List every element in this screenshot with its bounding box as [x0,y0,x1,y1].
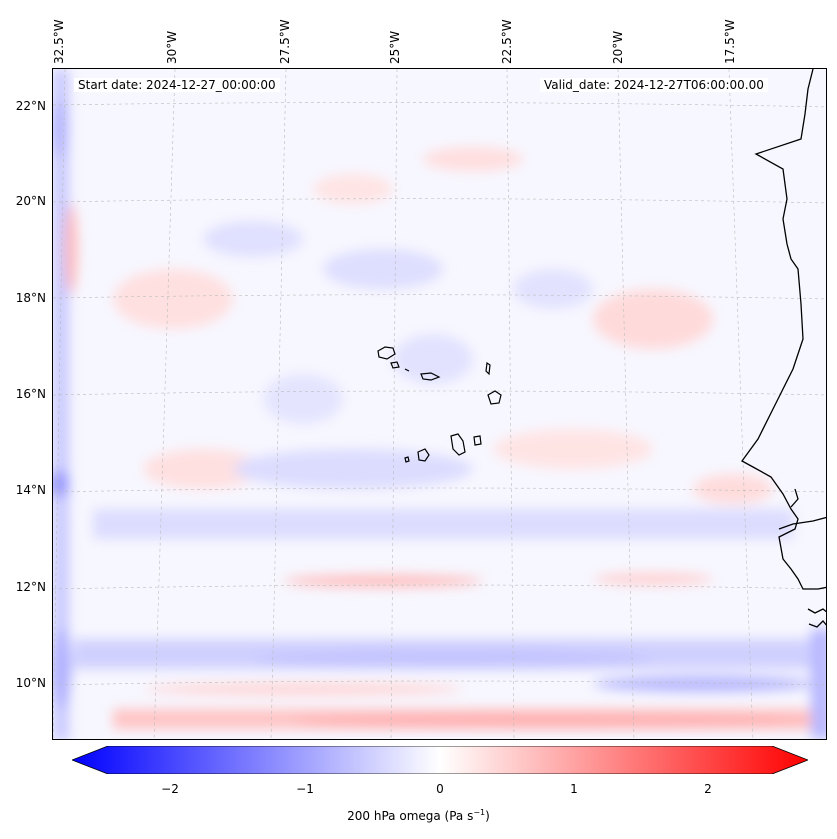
colorbar-gradient [70,745,810,778]
map-panel[interactable] [52,68,827,740]
lat-label: 14°N [15,483,46,497]
lat-label: 22°N [15,99,46,113]
lon-label: 17.5°W [723,19,737,64]
colorbar-tick-label: 0 [436,782,444,796]
lat-label: 10°N [15,676,46,690]
gridlines [53,69,826,739]
colorbar-tick-label: 2 [704,782,712,796]
lat-label: 18°N [15,291,46,305]
lat-label: 20°N [15,194,46,208]
lat-label: 12°N [15,580,46,594]
colorbar-title-exponent: −1 [473,808,486,817]
lon-label: 20°W [611,30,625,64]
start-date-label: Start date: 2024-12-27_00:00:00 [74,78,280,92]
colorbar-title-text: 200 hPa omega (Pa s [347,809,474,823]
colorbar [70,745,810,778]
lon-label: 27.5°W [278,19,292,64]
lon-label: 25°W [388,30,402,64]
colorbar-tick-label: −2 [161,782,179,796]
colorbar-tick-label: 1 [570,782,578,796]
omega-field [53,69,826,739]
cape-verde-islands [377,346,502,463]
omega-shading [53,69,826,739]
colorbar-title-end: ) [485,809,490,823]
valid-date-label: Valid_date: 2024-12-27T06:00:00.00 [540,78,768,92]
coastline [741,69,826,628]
lon-label: 22.5°W [500,19,514,64]
colorbar-title: 200 hPa omega (Pa s−1) [0,808,837,823]
lat-label: 16°N [15,387,46,401]
lon-label: 30°W [165,30,179,64]
colorbar-tick-label: −1 [296,782,314,796]
lon-label: 32.5°W [52,19,66,64]
